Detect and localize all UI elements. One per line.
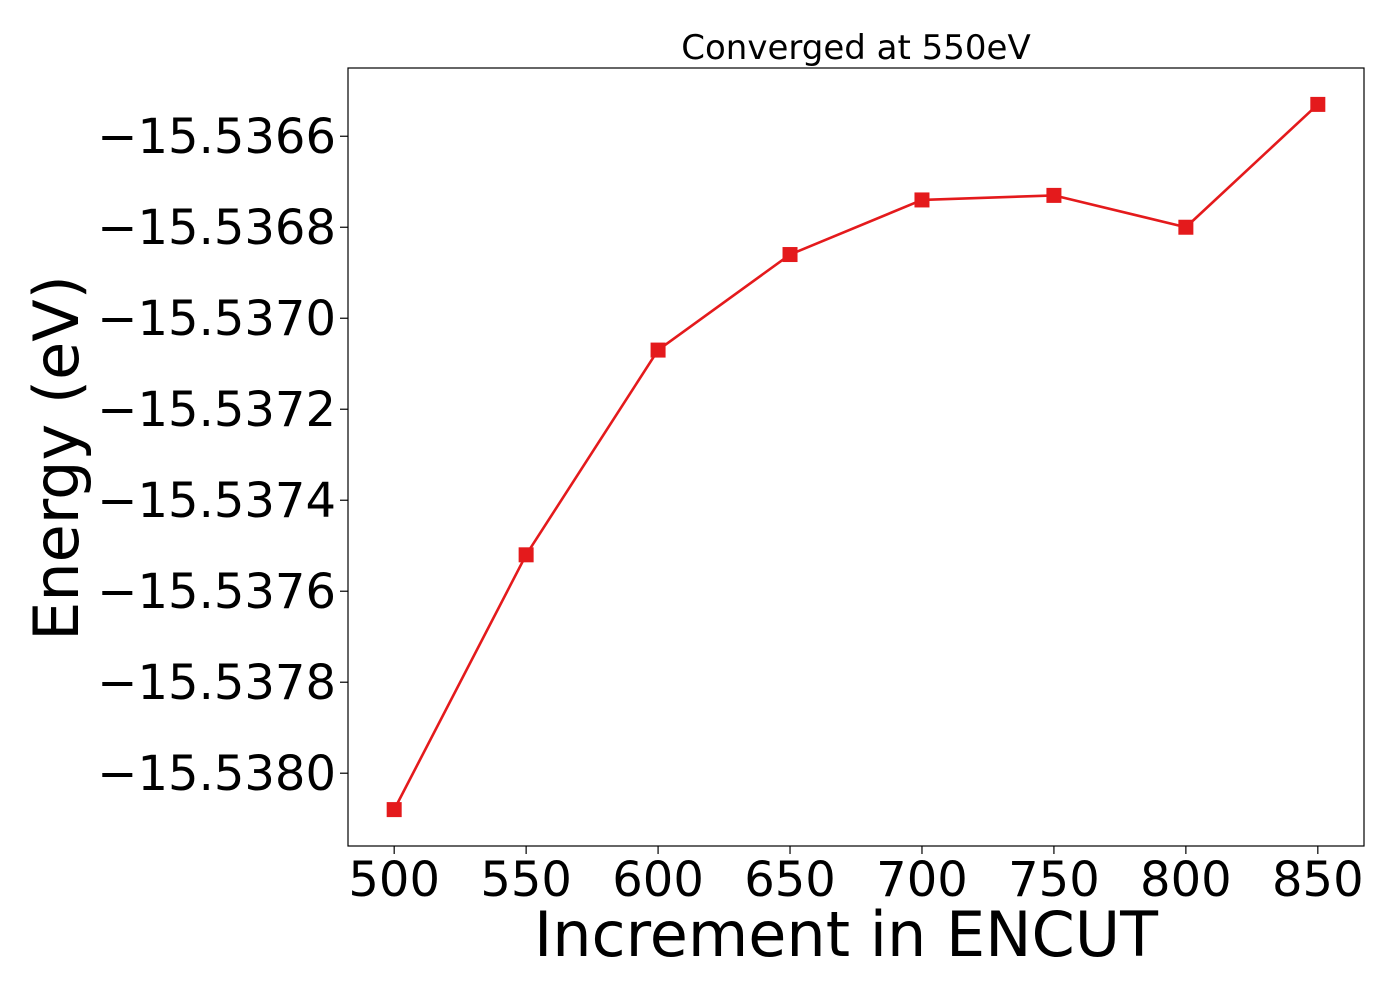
x-tick-label: 700 xyxy=(876,852,968,908)
data-point-marker xyxy=(914,192,930,208)
x-ticks: 500 550 600 650 700 750 800 850 xyxy=(348,846,1364,908)
data-point-marker xyxy=(1310,96,1326,112)
data-point-marker xyxy=(386,802,402,818)
y-ticks: −15.5380 −15.5378 −15.5376 −15.5374 −15.5372… xyxy=(97,109,348,802)
x-tick-label: 550 xyxy=(480,852,572,908)
plot-frame xyxy=(347,67,1365,847)
y-tick-label: −15.5368 xyxy=(97,200,336,256)
x-tick-label: 650 xyxy=(744,852,836,908)
x-tick-label: 800 xyxy=(1140,852,1232,908)
y-tick-label: −15.5372 xyxy=(97,382,336,438)
y-tick-label: −15.5370 xyxy=(97,291,336,347)
x-axis-label: Increment in ENCUT xyxy=(534,898,1159,971)
chart-title: Converged at 550eV xyxy=(681,28,1030,68)
series-line xyxy=(393,103,1319,811)
data-point-marker xyxy=(518,547,534,563)
data-point-marker xyxy=(782,247,798,263)
x-tick-label: 500 xyxy=(348,852,440,908)
x-tick-label: 750 xyxy=(1008,852,1100,908)
series-layer xyxy=(386,96,1326,818)
y-axis-label: Energy (eV) xyxy=(20,275,93,641)
data-point-marker xyxy=(1046,187,1062,203)
data-point-marker xyxy=(650,342,666,358)
x-tick-label: 850 xyxy=(1272,852,1364,908)
y-tick-label: −15.5376 xyxy=(97,564,336,620)
x-tick-label: 600 xyxy=(612,852,704,908)
y-tick-label: −15.5366 xyxy=(97,109,336,165)
y-tick-label: −15.5380 xyxy=(97,746,336,802)
data-point-marker xyxy=(1178,219,1194,235)
y-tick-label: −15.5378 xyxy=(97,655,336,711)
y-tick-label: −15.5374 xyxy=(97,473,336,529)
